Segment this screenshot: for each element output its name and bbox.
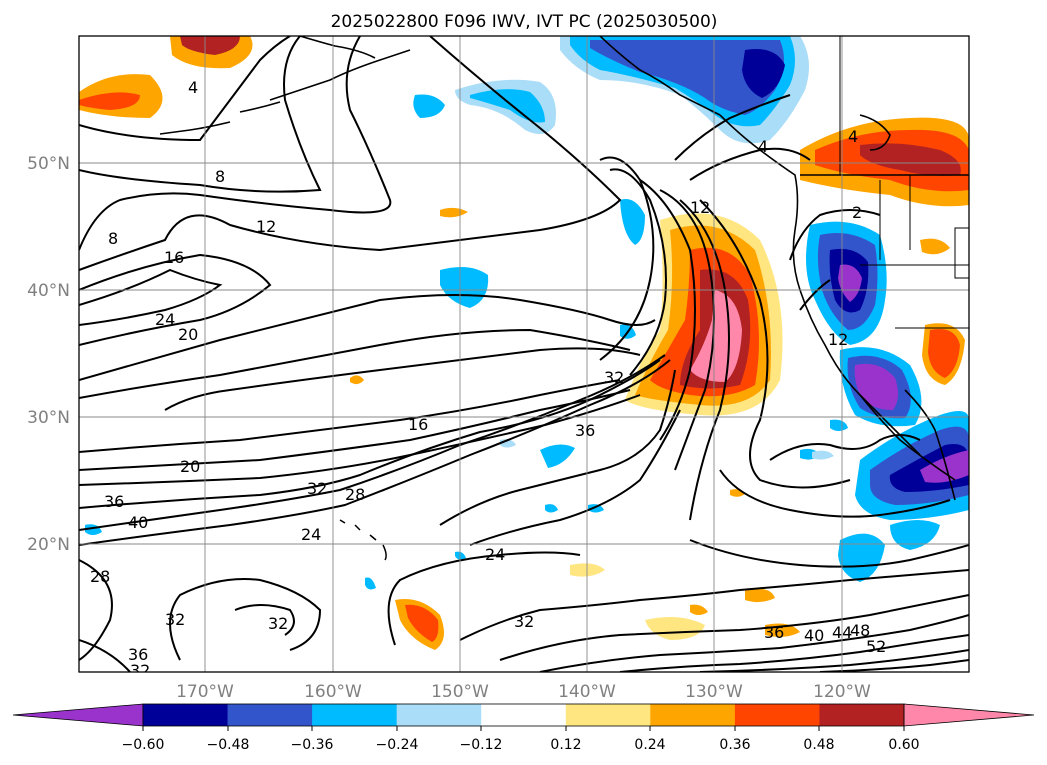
colorbar-segment — [650, 704, 736, 726]
contour-label: 24 — [485, 545, 505, 564]
colorbar-left-extension — [12, 703, 144, 727]
colorbar-ticks — [142, 726, 905, 731]
figure-title: 2025022800 F096 IWV, IVT PC (2025030500) — [331, 12, 718, 32]
contour-label: 32 — [514, 612, 534, 631]
contour-label: 16 — [408, 415, 428, 434]
political-borders — [839, 36, 969, 329]
colorbar-tick-label: 0.24 — [634, 737, 665, 753]
contour-label: 32 — [307, 479, 327, 498]
negative-anomaly-shading — [85, 36, 969, 590]
contour-label: 20 — [180, 457, 200, 476]
colorbar-segments — [143, 704, 905, 726]
contour-label: 36 — [575, 421, 595, 440]
map-panel: 4 8 8 12 16 24 20 16 20 36 40 32 28 24 2… — [79, 36, 969, 680]
contour-label: 12 — [690, 198, 710, 217]
colorbar-tick-label: 0.12 — [550, 737, 581, 753]
colorbar-segment — [143, 704, 229, 726]
longitude-labels: 170°W 160°W 150°W 140°W 130°W 120°W — [176, 682, 871, 702]
colorbar-segment — [819, 704, 905, 726]
colorbar-tick-label: −0.36 — [291, 737, 334, 753]
contour-label: 4 — [848, 127, 858, 146]
colorbar-segment — [481, 704, 567, 726]
colorbar-tick-label: 0.48 — [803, 737, 834, 753]
contour-label: 16 — [164, 248, 184, 267]
colorbar-segment — [565, 704, 651, 726]
contour-label: 32 — [130, 661, 150, 680]
contour-label: 24 — [155, 310, 175, 329]
map-frame — [78, 35, 970, 673]
colorbar-segment — [396, 704, 482, 726]
lon-label: 140°W — [558, 682, 616, 702]
contour-label: 20 — [178, 325, 198, 344]
coastlines — [159, 36, 969, 501]
contour-label: 8 — [215, 167, 225, 186]
contour-label: 12 — [256, 217, 276, 236]
colorbar-tick-label: 0.60 — [888, 737, 919, 753]
colorbar-segment — [227, 704, 313, 726]
contour-label: 4 — [188, 78, 198, 97]
contour-label: 28 — [345, 485, 365, 504]
contour-label: 28 — [90, 567, 110, 586]
contour-label: 12 — [828, 330, 848, 349]
contour-label: 24 — [301, 525, 321, 544]
contour-label: 32 — [268, 614, 288, 633]
lon-label: 160°W — [304, 682, 362, 702]
contour-label: 32 — [165, 610, 185, 629]
contour-label: 48 — [850, 621, 870, 640]
colorbar-right-extension — [903, 703, 1035, 727]
colorbar-tick-label: −0.48 — [207, 737, 250, 753]
lat-label: 40°N — [27, 281, 70, 301]
graticule — [79, 36, 969, 672]
colorbar-tick-labels: −0.60 −0.48 −0.36 −0.24 −0.12 0.12 0.24 … — [122, 737, 920, 753]
contour-label: 40 — [804, 626, 824, 645]
colorbar-tick-label: −0.24 — [376, 737, 419, 753]
lon-label: 150°W — [431, 682, 489, 702]
lon-label: 120°W — [813, 682, 871, 702]
hawaiian-islands — [339, 519, 387, 561]
iwv-contours — [79, 36, 969, 672]
contour-label: 2 — [852, 203, 862, 222]
colorbar-segment — [734, 704, 820, 726]
colorbar-tick-label: −0.60 — [122, 737, 165, 753]
contour-label: 40 — [128, 513, 148, 532]
contour-label: 36 — [764, 623, 784, 642]
contour-label: 32 — [604, 368, 624, 387]
lat-label: 30°N — [27, 408, 70, 428]
latitude-labels: 50°N 40°N 30°N 20°N — [27, 154, 70, 555]
lon-label: 130°W — [685, 682, 743, 702]
contour-label: 52 — [866, 637, 886, 656]
contour-label: 36 — [128, 645, 148, 664]
contour-label: 8 — [108, 229, 118, 248]
lon-label: 170°W — [176, 682, 234, 702]
colorbar: −0.60 −0.48 −0.36 −0.24 −0.12 0.12 0.24 … — [12, 703, 1035, 753]
colorbar-tick-label: −0.12 — [460, 737, 503, 753]
contour-label: 4 — [758, 137, 768, 156]
lat-label: 20°N — [27, 535, 70, 555]
lat-label: 50°N — [27, 154, 70, 174]
contour-labels: 4 8 8 12 16 24 20 16 20 36 40 32 28 24 2… — [90, 78, 886, 680]
colorbar-tick-label: 0.36 — [719, 737, 750, 753]
contour-label: 44 — [832, 623, 852, 642]
colorbar-segment — [312, 704, 398, 726]
contour-label: 36 — [104, 492, 124, 511]
